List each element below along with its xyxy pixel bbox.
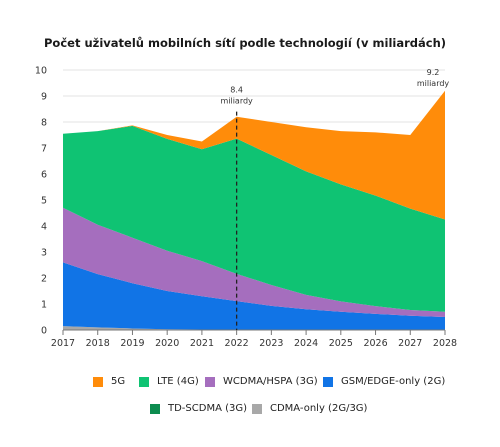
legend-swatch-wcdma <box>205 376 215 387</box>
y-tick-label: 1 <box>41 300 47 311</box>
area-series-layer <box>63 90 445 330</box>
annotation-label: miliardy <box>417 79 450 88</box>
area-series-5g <box>63 90 445 220</box>
legend-item-lte: LTE (4G) <box>139 376 199 387</box>
x-tick-label: 2024 <box>294 338 318 349</box>
y-tick-label: 2 <box>41 274 47 285</box>
legend-label-wcdma: WCDMA/HSPA (3G) <box>223 376 318 387</box>
legend-swatch-lte <box>139 376 149 387</box>
y-tick-label: 9 <box>41 92 47 103</box>
annotations: miliardy 8.4 miliardy 9.2 <box>220 68 449 330</box>
area-series-gsm-edge-only-2g <box>63 262 445 330</box>
annotation-label: miliardy <box>220 97 253 106</box>
legend-label-gsm: GSM/EDGE-only (2G) <box>341 376 446 387</box>
x-tick-label: 2017 <box>51 338 75 349</box>
x-tick-label: 2023 <box>259 338 283 349</box>
legend-item-cdma: CDMA-only (2G/3G) <box>252 403 367 414</box>
axes: 0 1 2 3 4 5 6 7 8 9 10 2017 2018 2019 2020 2021 2022 2023… <box>35 66 457 350</box>
y-tick-label: 6 <box>41 170 47 181</box>
y-tick-label: 0 <box>41 326 47 337</box>
legend-swatch-td-scdma <box>150 403 160 414</box>
legend-item-5g: 5G <box>93 376 125 387</box>
legend-swatch-cdma <box>252 403 262 414</box>
x-tick-label: 2022 <box>225 338 249 349</box>
legend-label-td-scdma: TD-SCDMA (3G) <box>168 403 248 414</box>
legend-item-gsm: GSM/EDGE-only (2G) <box>323 376 445 387</box>
x-tick-label: 2026 <box>363 338 387 349</box>
x-tick-label: 2021 <box>190 338 214 349</box>
legend-label-cdma: CDMA-only (2G/3G) <box>270 403 368 414</box>
legend-swatch-5g <box>93 376 103 387</box>
legend-swatch-gsm <box>323 376 333 387</box>
y-tick-label: 7 <box>41 144 47 155</box>
annotation-value: 8.4 <box>230 86 243 95</box>
x-tick-label: 2020 <box>155 338 179 349</box>
y-tick-label: 3 <box>41 248 47 259</box>
y-tick-label: 10 <box>35 66 47 77</box>
x-tick-label: 2018 <box>86 338 110 349</box>
area-series-wcdma-hspa-3g <box>63 207 445 317</box>
x-tick-label: 2019 <box>120 338 144 349</box>
x-tick-label: 2025 <box>329 338 353 349</box>
chart-title: Počet uživatelů mobilních sítí podle tec… <box>44 36 447 50</box>
legend-label-5g: 5G <box>111 376 126 387</box>
y-tick-label: 4 <box>41 222 47 233</box>
legend-label-lte: LTE (4G) <box>157 376 199 387</box>
y-tick-label: 5 <box>41 196 47 207</box>
legend-item-td-scdma: TD-SCDMA (3G) <box>150 403 247 414</box>
y-tick-label: 8 <box>41 118 47 129</box>
legend-item-wcdma: WCDMA/HSPA (3G) <box>205 376 318 387</box>
x-tick-label: 2028 <box>433 338 457 349</box>
area-series-lte-4g <box>63 125 445 312</box>
x-tick-label: 2027 <box>398 338 422 349</box>
annotation-value: 9.2 <box>427 68 440 77</box>
